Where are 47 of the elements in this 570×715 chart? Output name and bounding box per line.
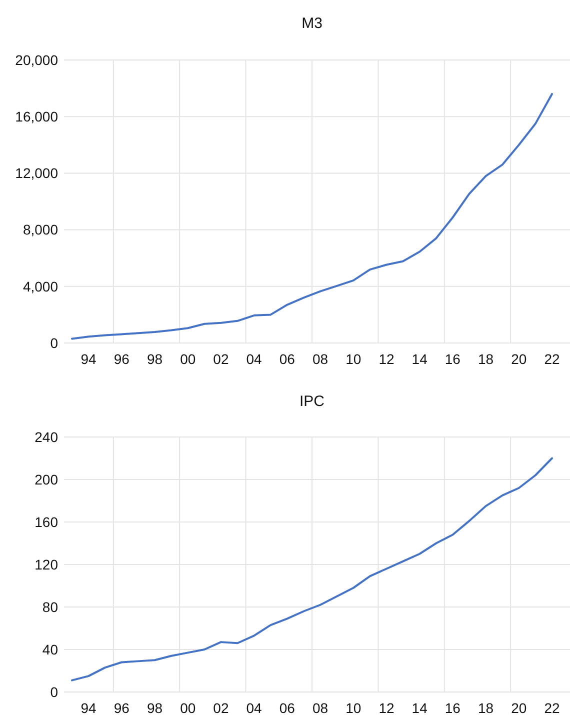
y-tick-label: 120: [34, 556, 58, 572]
x-tick-label: 08: [312, 700, 328, 715]
x-tick-label: 02: [213, 351, 229, 367]
y-tick-label: 12,000: [15, 165, 58, 182]
x-tick-label: 94: [80, 351, 97, 367]
x-tick-label: 10: [346, 700, 362, 715]
x-tick-label: 00: [180, 700, 196, 715]
y-tick-label: 4,000: [22, 278, 58, 294]
chart-title: IPC: [299, 393, 325, 410]
x-tick-label: 96: [114, 351, 130, 367]
x-tick-label: 22: [544, 351, 560, 367]
x-tick-label: 08: [312, 351, 328, 367]
y-tick-label: 40: [42, 641, 58, 658]
x-tick-label: 12: [378, 700, 394, 715]
y-tick-label: 160: [34, 514, 58, 530]
y-tick-label: 200: [34, 471, 58, 488]
y-tick-label: 8,000: [22, 222, 58, 238]
y-tick-label: 80: [42, 598, 58, 615]
x-tick-label: 04: [246, 700, 262, 715]
x-tick-label: 94: [80, 700, 97, 715]
x-tick-label: 16: [444, 351, 461, 367]
x-tick-label: 18: [478, 700, 494, 715]
x-tick-label: 20: [511, 700, 527, 715]
x-tick-label: 18: [478, 351, 494, 367]
x-tick-label: 00: [180, 351, 196, 367]
x-tick-label: 14: [412, 351, 428, 367]
line-series: [71, 92, 553, 340]
y-tick-label: 16,000: [15, 108, 58, 124]
y-tick-label: 0: [50, 334, 58, 351]
line-series: [71, 457, 553, 682]
x-tick-label: 04: [246, 351, 262, 367]
x-tick-label: 20: [511, 351, 527, 367]
x-tick-label: 10: [346, 351, 362, 367]
x-tick-label: 98: [146, 351, 163, 367]
x-tick-label: 06: [279, 700, 296, 715]
x-tick-label: 22: [544, 700, 560, 715]
y-tick-label: 20,000: [15, 52, 58, 68]
x-tick-label: 12: [378, 351, 394, 367]
x-tick-label: 16: [444, 700, 461, 715]
y-tick-label: 0: [50, 684, 58, 700]
x-tick-label: 14: [412, 700, 428, 715]
y-tick-label: 240: [34, 428, 58, 445]
chart-title: M3: [302, 15, 322, 32]
x-tick-label: 06: [279, 351, 296, 367]
x-tick-label: 02: [213, 700, 229, 715]
x-tick-label: 98: [146, 700, 163, 715]
x-tick-label: 96: [114, 700, 130, 715]
